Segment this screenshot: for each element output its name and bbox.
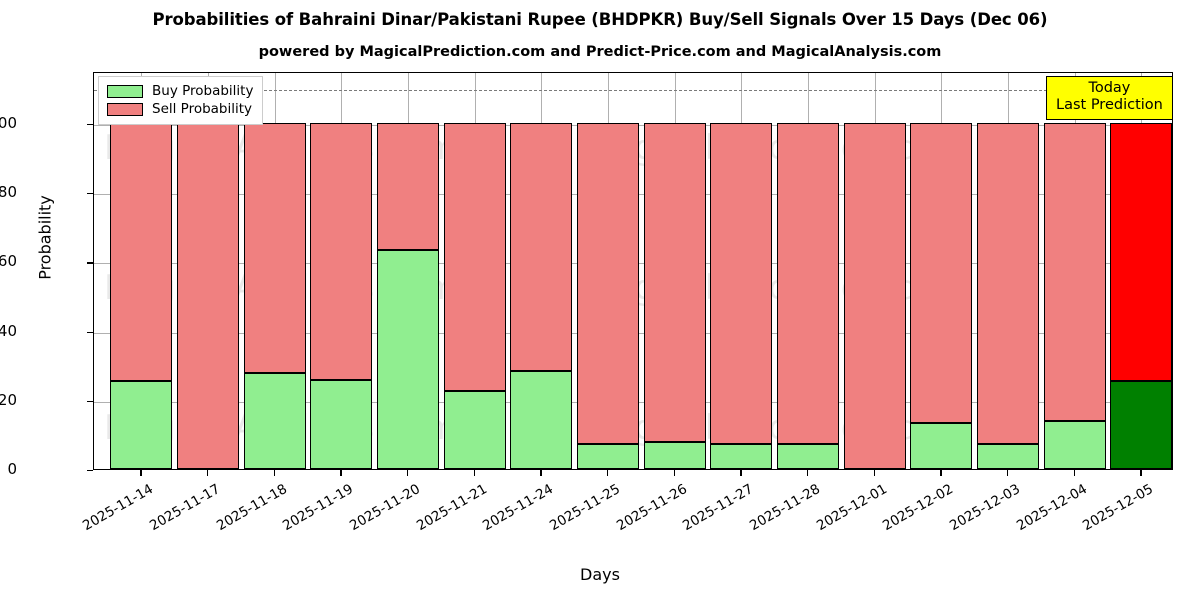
y-tick-label: 80: [0, 183, 17, 202]
x-tick-mark: [1073, 470, 1075, 476]
bar-segment-sell[interactable]: [310, 122, 373, 380]
bar-segment-sell[interactable]: [710, 122, 773, 445]
legend-item-buy: Buy Probability: [107, 82, 253, 100]
y-tick-mark: [87, 193, 93, 195]
legend-item-sell: Sell Probability: [107, 100, 253, 118]
bar-group[interactable]: [977, 73, 1039, 469]
bar-segment-buy[interactable]: [643, 442, 706, 469]
legend-label-sell: Sell Probability: [152, 101, 253, 117]
legend-swatch-sell: [107, 102, 143, 116]
legend-swatch-buy: [107, 84, 143, 98]
threshold-line: [94, 90, 1172, 92]
x-tick-mark: [340, 470, 342, 476]
watermark-text: MagicalPrediction.com: [584, 128, 967, 168]
bar-segment-buy[interactable]: [577, 444, 639, 469]
x-tick-mark: [607, 470, 609, 476]
bar-group[interactable]: [443, 73, 506, 469]
bar-group[interactable]: [643, 73, 706, 469]
y-tick-mark: [87, 331, 93, 333]
bar-segment-buy[interactable]: [443, 390, 506, 469]
bar-segment-buy[interactable]: [710, 444, 773, 469]
bar-segment-sell[interactable]: [377, 122, 439, 251]
x-tick-mark: [540, 470, 542, 476]
x-tick-mark: [140, 470, 142, 476]
bar-group[interactable]: [910, 73, 973, 469]
x-tick-mark: [1007, 470, 1009, 476]
watermark-text: MagicalPrediction.com: [584, 268, 967, 308]
bar-segment-buy[interactable]: [1043, 420, 1106, 469]
today-annotation: Today Last Prediction: [1046, 76, 1173, 120]
y-axis-title: Probability: [35, 195, 55, 280]
bar-segment-sell[interactable]: [243, 122, 306, 373]
bar-segment-buy[interactable]: [377, 250, 439, 469]
y-tick-mark: [87, 400, 93, 403]
legend-label-buy: Buy Probability: [152, 83, 254, 99]
bar-segment-sell[interactable]: [977, 122, 1039, 445]
bar-segment-buy[interactable]: [1110, 380, 1172, 469]
x-tick-mark: [673, 470, 675, 476]
y-tick-label: 60: [0, 252, 17, 271]
y-tick-label: 40: [0, 321, 17, 340]
x-tick-mark: [940, 470, 942, 476]
bar-segment-buy[interactable]: [510, 371, 573, 469]
bar-group[interactable]: [843, 73, 906, 469]
bar-group[interactable]: [1110, 73, 1172, 469]
bar-group[interactable]: [177, 73, 239, 469]
x-tick-mark: [207, 470, 209, 476]
bar-segment-buy[interactable]: [110, 380, 173, 469]
bar-group[interactable]: [577, 73, 639, 469]
bar-segment-buy[interactable]: [243, 372, 306, 469]
bar-segment-sell[interactable]: [1110, 122, 1172, 381]
bar-segment-sell[interactable]: [1043, 122, 1106, 421]
bar-group[interactable]: [377, 73, 439, 469]
x-tick-mark: [807, 470, 809, 476]
bar-group[interactable]: [710, 73, 773, 469]
today-annotation-line2: Last Prediction: [1056, 97, 1163, 113]
y-tick-mark: [87, 262, 93, 264]
x-tick-mark: [473, 470, 475, 476]
bar-segment-buy[interactable]: [977, 444, 1039, 469]
bar-segment-buy[interactable]: [777, 444, 839, 469]
x-axis-title: Days: [580, 565, 620, 584]
bar-segment-sell[interactable]: [643, 122, 706, 443]
x-tick-mark: [1140, 470, 1142, 476]
bar-group[interactable]: [510, 73, 573, 469]
y-tick-mark: [87, 470, 93, 472]
bar-group[interactable]: [243, 73, 306, 469]
bar-segment-sell[interactable]: [177, 122, 239, 469]
watermark-text: MagicalPrediction.com: [584, 408, 967, 448]
bar-group[interactable]: [777, 73, 839, 469]
bar-group[interactable]: [110, 73, 173, 469]
bar-segment-sell[interactable]: [110, 122, 173, 381]
y-tick-mark: [87, 123, 93, 126]
today-annotation-line1: Today: [1088, 80, 1131, 96]
bar-segment-sell[interactable]: [777, 122, 839, 445]
y-tick-label: 100: [0, 113, 17, 132]
chart-subtitle: powered by MagicalPrediction.com and Pre…: [258, 44, 942, 60]
chart-legend: Buy Probability Sell Probability: [98, 76, 264, 125]
bar-segment-sell[interactable]: [510, 122, 573, 372]
y-tick-label: 20: [0, 390, 17, 409]
x-tick-mark: [873, 470, 875, 476]
bar-group[interactable]: [310, 73, 373, 469]
bar-segment-sell[interactable]: [443, 122, 506, 391]
bar-segment-buy[interactable]: [910, 422, 973, 469]
bar-group[interactable]: [1043, 73, 1106, 469]
y-tick-label: 0: [7, 460, 17, 478]
bar-segment-sell[interactable]: [577, 122, 639, 445]
x-tick-mark: [273, 470, 275, 476]
chart-title: Probabilities of Bahraini Dinar/Pakistan…: [152, 10, 1048, 29]
bar-segment-sell[interactable]: [843, 122, 906, 469]
bar-segment-buy[interactable]: [310, 379, 373, 469]
x-tick-mark: [740, 470, 742, 476]
bar-segment-sell[interactable]: [910, 122, 973, 423]
plot-area: MagicalAnalysis.comMagicalPrediction.com…: [93, 72, 1173, 470]
x-tick-mark: [407, 470, 409, 476]
